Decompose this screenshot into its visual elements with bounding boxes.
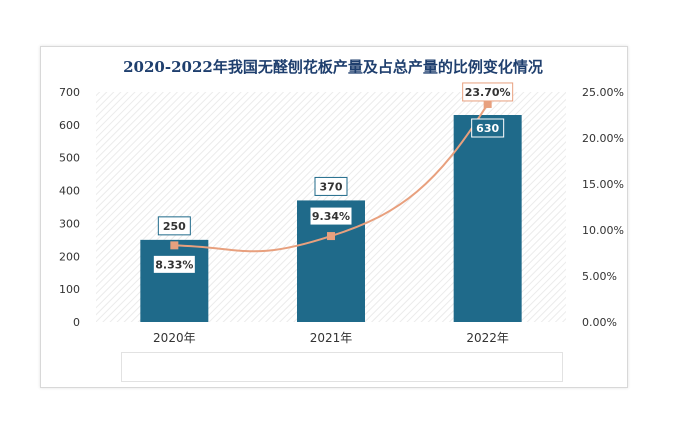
left-tick-label: 200 <box>59 250 80 263</box>
x-tick-label: 2020年 <box>153 331 196 345</box>
right-tick-label: 0.00% <box>582 316 617 329</box>
x-tick-label: 2022年 <box>466 331 509 345</box>
line-value-label-box <box>462 82 514 102</box>
left-tick-label: 600 <box>59 119 80 132</box>
bar-value-label: 370 <box>320 180 343 193</box>
x-axis-labels: 2020年 2021年 2022年 <box>153 331 509 345</box>
left-axis: 0 100 200 300 400 500 600 700 <box>59 86 80 329</box>
left-tick-label: 400 <box>59 185 80 198</box>
bar-value-label-box <box>157 216 191 236</box>
left-tick-label: 700 <box>59 86 80 99</box>
line-value-label: 23.70% <box>465 86 511 99</box>
line-value-label-box <box>309 206 353 226</box>
left-tick-label: 0 <box>73 316 80 329</box>
bar-value-label: 250 <box>163 220 186 233</box>
right-tick-label: 20.00% <box>582 132 624 145</box>
line-marker <box>483 99 492 108</box>
line-marker <box>170 241 179 250</box>
data-labels: 250 370 630 8.33% 9.34% 23.70% <box>152 82 514 274</box>
line-series <box>170 99 492 253</box>
line-value-label: 8.33% <box>155 258 193 271</box>
x-tick-label: 2021年 <box>310 331 353 345</box>
line-marker <box>327 232 335 241</box>
bar <box>453 115 522 322</box>
bar-series <box>140 115 522 322</box>
left-tick-label: 100 <box>59 283 80 296</box>
bar-value-label-box <box>471 118 505 138</box>
bar-value-label-box <box>314 176 348 196</box>
right-tick-label: 25.00% <box>582 86 624 99</box>
left-tick-label: 300 <box>59 217 80 230</box>
right-tick-label: 15.00% <box>582 178 624 191</box>
line-value-label-box <box>152 254 196 274</box>
right-tick-label: 5.00% <box>582 270 617 283</box>
right-axis: 0.00% 5.00% 10.00% 15.00% 20.00% 25.00% <box>582 86 624 329</box>
legend <box>121 352 563 382</box>
left-tick-label: 500 <box>59 152 80 165</box>
title-bar: 2020-2022年我国无醛刨花板产量及占总产量的比例变化情况 <box>40 46 626 86</box>
chart-title: 2020-2022年我国无醛刨花板产量及占总产量的比例变化情况 <box>123 57 543 76</box>
bar-value-label: 630 <box>476 122 499 135</box>
bar <box>140 239 209 322</box>
line-value-label: 9.34% <box>312 210 350 223</box>
right-tick-label: 10.00% <box>582 224 624 237</box>
